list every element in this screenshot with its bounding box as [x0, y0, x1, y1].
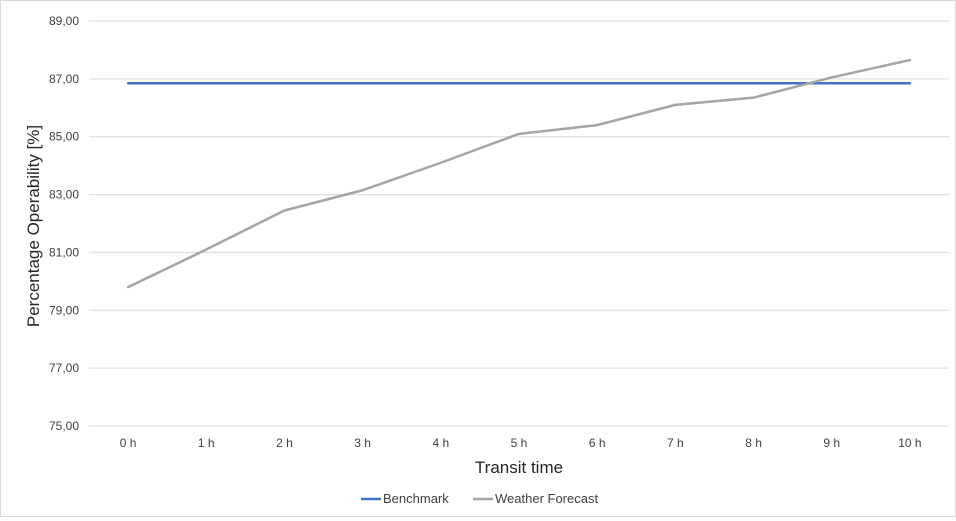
x-axis-title: Transit time — [475, 458, 563, 477]
x-tick-label: 6 h — [589, 436, 606, 450]
y-tick-label: 79,00 — [49, 303, 79, 317]
x-tick-label: 3 h — [354, 436, 371, 450]
y-axis-title: Percentage Operability [%] — [24, 125, 43, 327]
legend-label-benchmark: Benchmark — [383, 491, 449, 506]
y-tick-label: 81,00 — [49, 245, 79, 259]
x-tick-label: 9 h — [823, 436, 840, 450]
y-tick-label: 75,00 — [49, 419, 79, 433]
y-axis-tick-labels: 75,00 77,00 79,00 81,00 83,00 85,00 87,00 89,00 — [49, 14, 79, 433]
y-tick-label: 77,00 — [49, 361, 79, 375]
x-tick-label: 5 h — [511, 436, 528, 450]
y-tick-label: 83,00 — [49, 188, 79, 202]
x-tick-label: 10 h — [898, 436, 921, 450]
legend: Benchmark Weather Forecast — [361, 491, 598, 506]
y-tick-label: 89,00 — [49, 14, 79, 28]
x-tick-label: 0 h — [120, 436, 137, 450]
x-axis-tick-labels: 0 h 1 h 2 h 3 h 4 h 5 h 6 h 7 h 8 h 9 h 10 h — [120, 436, 922, 450]
y-tick-label: 87,00 — [49, 72, 79, 86]
x-tick-label: 8 h — [745, 436, 762, 450]
series-lines — [128, 60, 910, 287]
y-tick-label: 85,00 — [49, 130, 79, 144]
x-tick-label: 1 h — [198, 436, 215, 450]
legend-label-weather-forecast: Weather Forecast — [495, 491, 598, 506]
x-tick-label: 4 h — [432, 436, 449, 450]
series-line-weather-forecast — [128, 60, 910, 287]
x-tick-label: 2 h — [276, 436, 293, 450]
x-tick-label: 7 h — [667, 436, 684, 450]
gridlines — [89, 21, 949, 426]
